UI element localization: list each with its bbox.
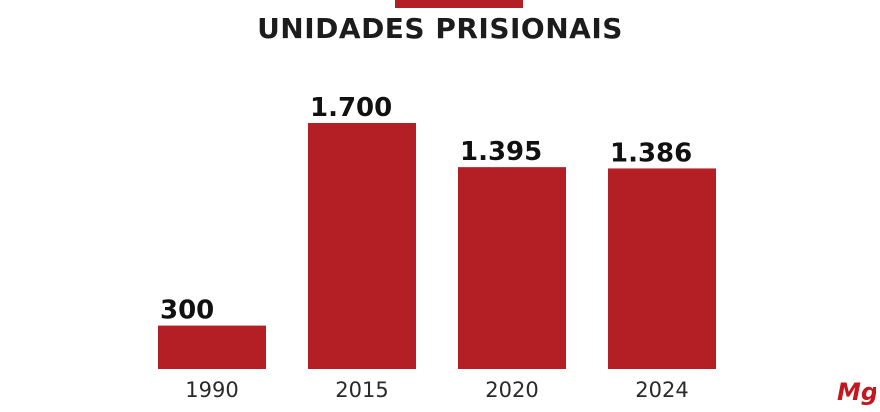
x-tick-label-2015: 2015: [335, 378, 388, 402]
data-label-2020: 1.395: [460, 137, 542, 167]
bar-1990: [158, 325, 266, 369]
x-tick-label-2024: 2024: [635, 378, 688, 402]
bar-2020: [458, 167, 566, 369]
x-tick-label-1990: 1990: [185, 378, 238, 402]
svg-text:Mg: Mg: [837, 378, 876, 406]
data-label-1990: 300: [160, 296, 214, 326]
mg-logo-icon: Mg: [837, 378, 876, 406]
bar-2015: [308, 123, 416, 369]
x-tick-label-2020: 2020: [485, 378, 538, 402]
data-label-2024: 1.386: [610, 138, 692, 168]
bar-2024: [608, 168, 716, 369]
chart-title: UNIDADES PRISIONAIS: [257, 12, 623, 45]
title-accent-bar: [395, 0, 523, 8]
data-label-2015: 1.700: [310, 93, 392, 123]
